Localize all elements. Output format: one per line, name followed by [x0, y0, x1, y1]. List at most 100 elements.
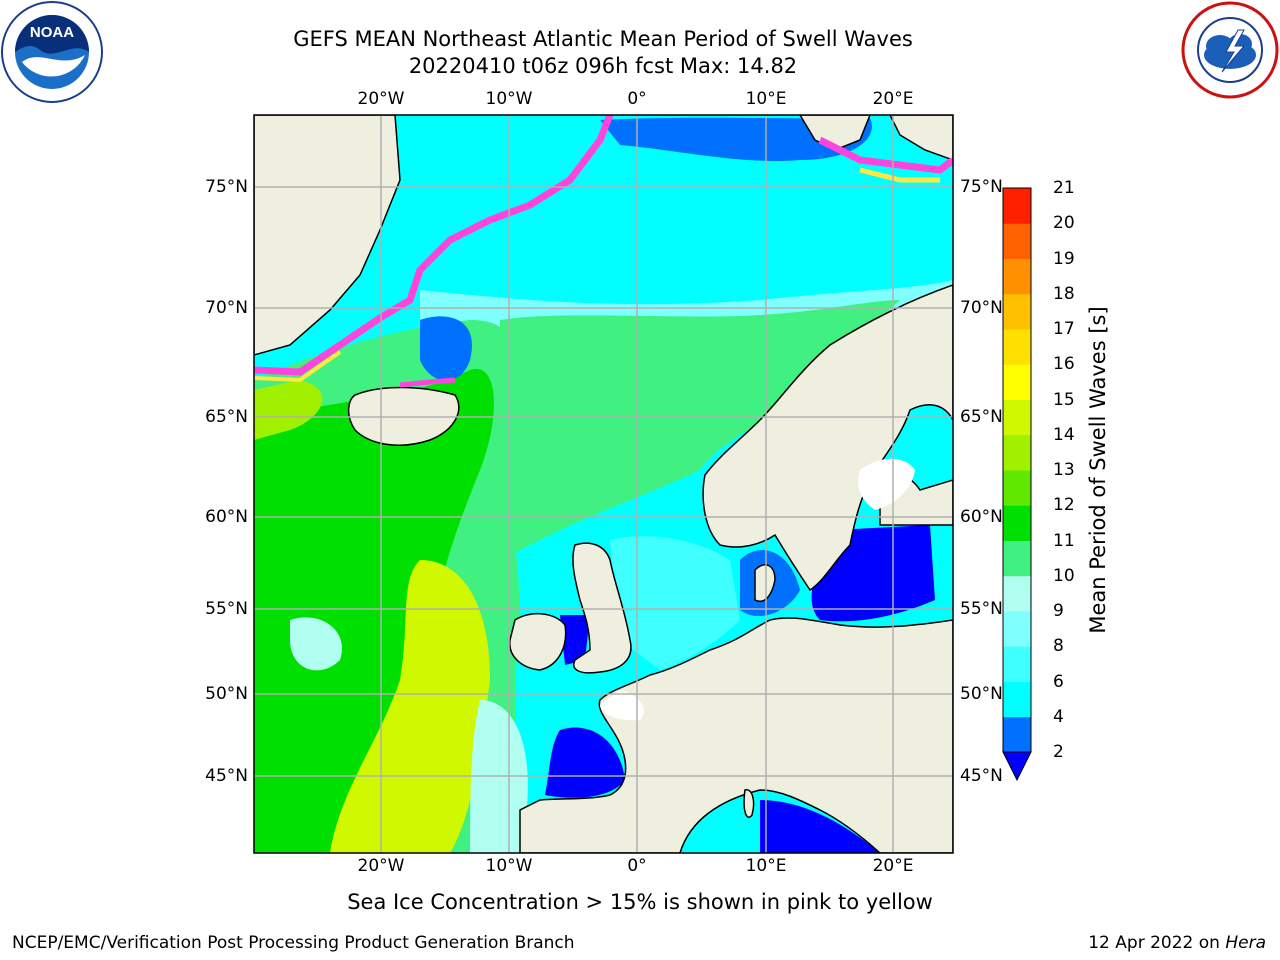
land-continental-europe — [519, 617, 953, 853]
colorbar-segment — [1003, 611, 1031, 647]
colorbar-segment — [1003, 681, 1031, 718]
lon-tick-top: 0° — [627, 89, 647, 109]
lon-tick-bottom: 20°W — [357, 856, 405, 876]
colorbar-tick-label: 13 — [1053, 460, 1075, 480]
lon-tick-bottom: 10°W — [485, 856, 533, 876]
land-greenland — [254, 115, 401, 356]
swell-zone-yellow — [330, 560, 490, 853]
land-ireland — [509, 613, 567, 671]
lon-tick-top: 20°W — [357, 89, 405, 109]
colorbar-tick-label: 18 — [1053, 283, 1075, 304]
colorbar-tick-label: 21 — [1053, 178, 1075, 198]
colorbar-tick-label: 14 — [1053, 424, 1075, 445]
map-frame — [253, 114, 954, 854]
colorbar-segment — [1003, 188, 1031, 224]
lat-tick-left: 75°N — [205, 177, 248, 197]
colorbar-segment — [1003, 505, 1031, 541]
lat-tick-right: 55°N — [960, 599, 1003, 619]
colorbar-tick-label: 2 — [1053, 742, 1064, 762]
swell-zone-adriatic — [760, 800, 880, 853]
swell-zone-irish-sea — [560, 615, 590, 665]
lat-tick-right: 60°N — [960, 507, 1003, 527]
colorbar-tick-label: 11 — [1053, 530, 1075, 551]
land-white-patch-brittany — [600, 690, 644, 721]
lat-tick-right: 75°N — [960, 177, 1003, 197]
footer-date-text: 12 Apr 2022 on — [1088, 933, 1226, 953]
lat-tick-left: 70°N — [205, 298, 248, 318]
colorbar — [1002, 187, 1032, 782]
lat-tick-right: 65°N — [960, 407, 1003, 427]
lat-tick-left: 60°N — [205, 507, 248, 527]
colorbar-segment — [1003, 646, 1031, 682]
footer-host: Hera — [1225, 933, 1266, 953]
swell-zone-biscay — [545, 727, 625, 798]
colorbar-tick-label: 15 — [1053, 389, 1075, 410]
colorbar-tick-label: 4 — [1053, 706, 1064, 727]
colorbar-extend-triangle — [1002, 751, 1032, 782]
sea-ice-edge-greenland — [254, 115, 614, 376]
colorbar-segment — [1003, 575, 1031, 612]
lat-tick-right: 50°N — [960, 684, 1003, 704]
lat-tick-right: 45°N — [960, 766, 1003, 786]
lat-tick-left: 65°N — [205, 407, 248, 427]
land-masses — [254, 115, 953, 853]
sea-ice-edge-svalbard-yellow — [859, 167, 940, 183]
colorbar-segment — [1003, 364, 1031, 400]
swell-zone-lightgreen — [500, 300, 900, 560]
lon-tick-top: 10°W — [485, 89, 533, 109]
colorbar-tick-label: 9 — [1053, 601, 1064, 621]
lon-tick-top: 20°E — [872, 89, 914, 109]
colorbar-segment — [1003, 540, 1031, 577]
colorbar-label: Mean Period of Swell Waves [s] — [1086, 306, 1110, 634]
footer-credit: NCEP/EMC/Verification Post Processing Pr… — [12, 933, 575, 953]
colorbar-tick-label: 19 — [1053, 248, 1075, 269]
swell-zone-denmark-strait — [420, 316, 472, 381]
land-white-patch — [858, 458, 915, 510]
colorbar-tick-label: 16 — [1053, 354, 1075, 375]
lat-tick-left: 45°N — [205, 766, 248, 786]
footer-date: 12 Apr 2022 on Hera — [1088, 933, 1266, 953]
land-denmark — [754, 564, 776, 602]
nws-logo — [1181, 1, 1279, 99]
colorbar-tick-label: 10 — [1053, 565, 1075, 586]
swell-zone-barents-north — [600, 117, 872, 162]
lon-tick-top: 10°E — [745, 89, 787, 109]
chart-title: GEFS MEAN Northeast Atlantic Mean Period… — [293, 27, 913, 51]
lon-tick-bottom: 10°E — [745, 856, 787, 876]
noaa-logo: NOAA — [1, 1, 103, 103]
lat-tick-right: 70°N — [960, 298, 1003, 318]
colorbar-tick-label: 20 — [1053, 213, 1075, 234]
sea-ice-note: Sea Ice Concentration > 15% is shown in … — [347, 890, 933, 914]
noaa-logo-text: NOAA — [30, 24, 74, 41]
colorbar-segment — [1003, 434, 1031, 471]
land-great-britain — [572, 542, 632, 674]
lat-tick-left: 55°N — [205, 599, 248, 619]
colorbar-segment — [1003, 470, 1031, 506]
land-corsica — [743, 789, 755, 818]
colorbar-segment — [1003, 716, 1031, 753]
colorbar-segment — [1003, 258, 1031, 295]
lon-tick-bottom: 20°E — [872, 856, 914, 876]
swell-zone-yellowgreen-north — [254, 380, 323, 440]
lon-tick-bottom: 0° — [627, 856, 647, 876]
colorbar-segment — [1003, 223, 1031, 259]
colorbar-tick-label: 8 — [1053, 636, 1064, 657]
sea-ice-edge-svalbard — [818, 136, 953, 174]
colorbar-frame — [1002, 187, 1032, 753]
land-svalbard — [799, 115, 871, 151]
colorbar-segment — [1003, 399, 1031, 436]
colorbar-segment — [1003, 329, 1031, 365]
colorbar-tick-label: 17 — [1053, 319, 1075, 339]
colorbar-tick-label: 6 — [1053, 671, 1064, 692]
graticule — [254, 115, 953, 853]
land-svalbard-east — [889, 115, 953, 161]
swell-zone-northsea — [610, 536, 740, 670]
chart-subtitle: 20220410 t06z 096h fcst Max: 14.82 — [408, 54, 798, 78]
colorbar-tick-label: 12 — [1053, 495, 1075, 516]
swell-zone-darkgreen — [254, 368, 494, 853]
lat-tick-left: 50°N — [205, 684, 248, 704]
sea-ice-edge-iceland — [399, 377, 456, 388]
swell-zone-pale-patch — [290, 617, 342, 671]
sea-ice-edge-yellow — [254, 350, 342, 383]
